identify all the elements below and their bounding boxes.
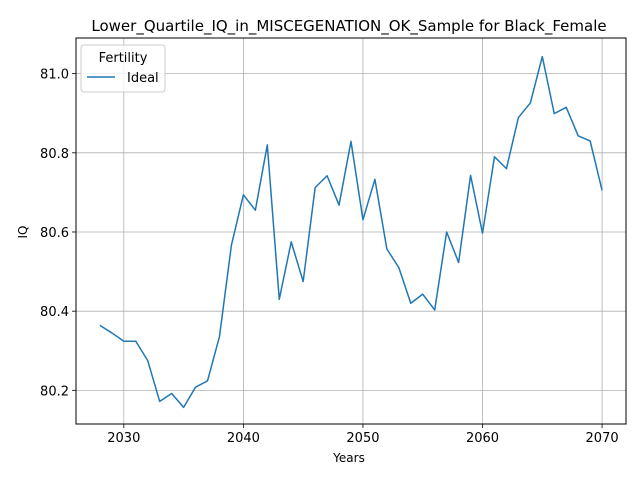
y-tick-label: 80.6 (40, 226, 69, 241)
grid (76, 38, 626, 424)
x-axis-label: Years (332, 451, 365, 465)
y-tick-label: 80.8 (40, 147, 69, 162)
y-tick-label: 81.0 (40, 68, 69, 83)
x-tick-label: 2070 (586, 431, 619, 446)
plot-frame (75, 37, 627, 425)
y-tick-label: 80.4 (40, 305, 69, 320)
y-tick-label: 80.2 (40, 384, 69, 399)
series-lines (99, 55, 603, 409)
legend: Fertility Ideal (80, 44, 166, 93)
x-tick-label: 2040 (227, 431, 260, 446)
legend-entry-ideal: Ideal (127, 71, 159, 86)
x-tick-label: 2030 (107, 431, 140, 446)
y-axis-ticks: 80.2 80.4 80.6 80.8 81.0 (40, 68, 76, 399)
chart-title: Lower_Quartile_IQ_in_MISCEGENATION_OK_Sa… (91, 17, 606, 36)
legend-title: Fertility (99, 51, 148, 66)
series-line-ideal (99, 55, 603, 409)
x-tick-label: 2050 (346, 431, 379, 446)
y-axis-label: IQ (16, 226, 30, 239)
legend-box (80, 44, 166, 93)
x-tick-label: 2060 (466, 431, 499, 446)
x-axis-ticks: 2030 2040 2050 2060 2070 (107, 424, 619, 446)
